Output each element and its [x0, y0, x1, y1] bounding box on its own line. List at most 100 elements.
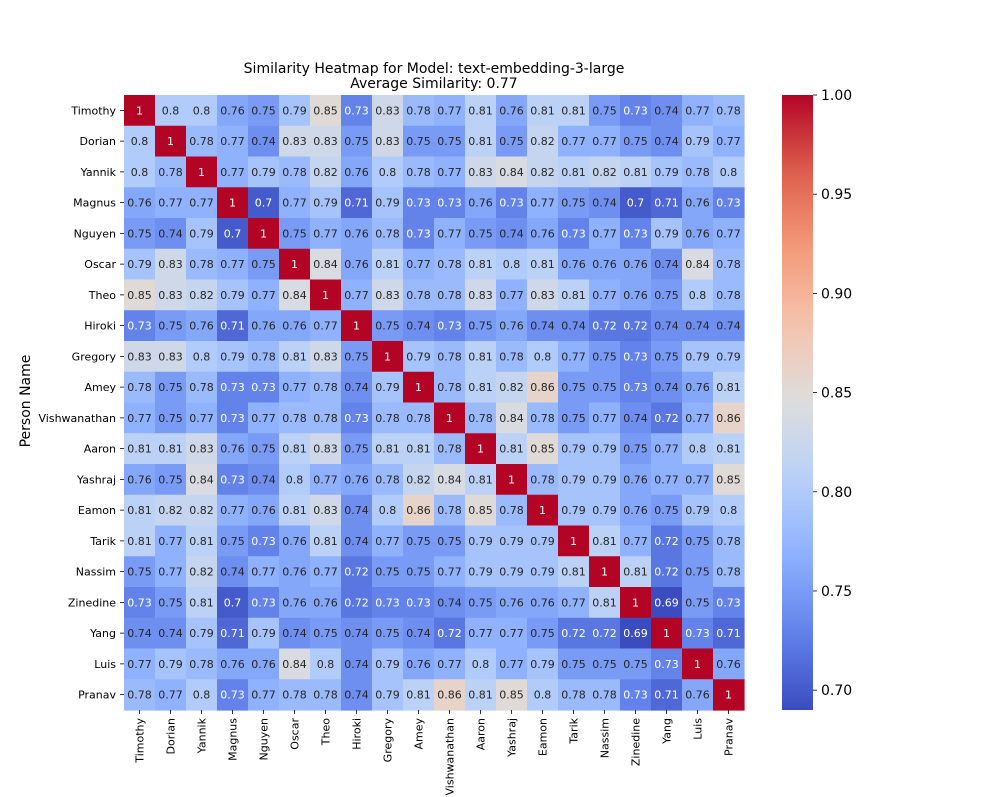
heatmap-cell	[124, 494, 156, 527]
cell-value-label: 0.79	[251, 166, 276, 179]
heatmap-cell	[558, 125, 590, 158]
cell-value-label: 0.76	[623, 289, 648, 302]
cell-value-label: 0.76	[251, 658, 276, 671]
cell-value-label: 1	[446, 412, 453, 425]
heatmap-cell	[620, 433, 652, 465]
heatmap-cell	[434, 187, 466, 219]
cell-value-label: 0.81	[282, 443, 307, 456]
heatmap-cell	[155, 402, 187, 434]
heatmap-cell	[713, 617, 745, 650]
heatmap-cell	[341, 279, 373, 311]
heatmap-cell	[403, 617, 435, 650]
cell-value-label: 0.74	[251, 135, 276, 148]
heatmap-cell	[682, 279, 714, 311]
cell-value-label: 0.75	[406, 135, 431, 148]
heatmap-cell	[651, 125, 683, 158]
heatmap-cell	[527, 187, 559, 219]
cell-value-label: 0.82	[189, 289, 214, 302]
cell-value-label: 0.81	[127, 504, 152, 517]
cell-value-label: 0.74	[158, 227, 183, 240]
cell-value-label: 0.73	[127, 596, 152, 609]
heatmap-cell	[217, 648, 249, 680]
cell-value-label: 0.75	[592, 658, 617, 671]
cell-value-label: 0.74	[158, 627, 183, 640]
cell-value-label: 0.77	[561, 135, 586, 148]
heatmap-cell	[403, 248, 435, 281]
cell-value-label: 0.79	[530, 658, 555, 671]
cell-value-label: 0.75	[468, 320, 493, 333]
heatmap-cell	[155, 310, 187, 342]
cell-value-label: 0.82	[406, 473, 431, 486]
cell-value-label: 0.79	[375, 658, 400, 671]
cell-value-label: 1	[508, 473, 515, 486]
heatmap-cell	[279, 95, 311, 127]
heatmap-cell	[651, 679, 683, 711]
x-tick-label: Yang	[661, 718, 674, 745]
heatmap-cell	[682, 248, 714, 281]
heatmap-cell	[403, 371, 435, 404]
cell-value-label: 0.7	[224, 596, 242, 609]
heatmap-cell	[496, 494, 528, 527]
heatmap-cell	[217, 218, 249, 250]
cell-value-label: 0.74	[344, 627, 369, 640]
cell-value-label: 0.76	[685, 227, 710, 240]
cell-value-label: 0.83	[282, 135, 307, 148]
heatmap-cell	[682, 433, 714, 465]
cell-value-label: 0.79	[716, 350, 741, 363]
cell-value-label: 0.74	[344, 689, 369, 702]
heatmap-cell	[682, 341, 714, 373]
heatmap-cell	[372, 156, 404, 188]
heatmap-cell	[682, 464, 714, 496]
cell-value-label: 0.77	[220, 258, 245, 271]
cell-value-label: 0.75	[437, 135, 462, 148]
heatmap-cell	[620, 648, 652, 680]
cell-value-label: 1	[229, 197, 236, 210]
cell-value-label: 0.75	[685, 596, 710, 609]
heatmap-cell	[279, 648, 311, 680]
chart-title-line1: Similarity Heatmap for Model: text-embed…	[244, 61, 625, 77]
heatmap-cell	[341, 525, 373, 557]
heatmap-cell	[651, 464, 683, 496]
cell-value-label: 0.77	[344, 289, 369, 302]
heatmap-cell	[310, 494, 342, 527]
heatmap-cell	[124, 371, 156, 404]
heatmap-cell	[124, 648, 156, 680]
cell-value-label: 0.8	[720, 504, 738, 517]
cell-value-label: 0.77	[251, 566, 276, 579]
cell-value-label: 0.86	[406, 504, 431, 517]
cell-value-label: 0.76	[716, 658, 741, 671]
cell-value-label: 0.85	[127, 289, 152, 302]
heatmap-cell	[496, 187, 528, 219]
heatmap-cell	[403, 679, 435, 711]
cell-value-label: 0.78	[282, 166, 307, 179]
heatmap-cell	[465, 525, 497, 557]
heatmap-cell	[341, 187, 373, 219]
cell-value-label: 0.78	[437, 443, 462, 456]
heatmap-cell	[527, 679, 559, 711]
heatmap-cell	[341, 617, 373, 650]
cell-value-label: 1	[415, 381, 422, 394]
cell-value-label: 0.84	[499, 412, 524, 425]
y-tick-label: Magnus	[73, 197, 116, 210]
heatmap-cell	[248, 125, 280, 158]
heatmap-cell	[496, 617, 528, 650]
heatmap-cell	[496, 433, 528, 465]
heatmap-cell	[558, 679, 590, 711]
cell-value-label: 0.77	[313, 320, 338, 333]
heatmap-cell	[527, 341, 559, 373]
heatmap-cell	[620, 125, 652, 158]
heatmap-cell	[558, 156, 590, 188]
cell-value-label: 0.73	[716, 197, 741, 210]
heatmap-cell	[558, 371, 590, 404]
cell-value-label: 0.75	[530, 627, 555, 640]
heatmap-cell	[248, 402, 280, 434]
heatmap-cell	[217, 279, 249, 311]
heatmap-cell	[465, 218, 497, 250]
heatmap-cell	[372, 464, 404, 496]
heatmap-cell	[217, 679, 249, 711]
x-tick-label: Tarik	[568, 717, 581, 744]
heatmap-cell	[527, 464, 559, 496]
cell-value-label: 0.76	[127, 473, 152, 486]
cell-value-label: 1	[725, 689, 732, 702]
heatmap-cell	[651, 587, 683, 619]
